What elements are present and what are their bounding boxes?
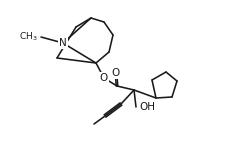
Text: N: N: [59, 38, 67, 48]
Text: CH$_3$: CH$_3$: [19, 31, 38, 43]
Text: OH: OH: [139, 102, 155, 112]
Text: O: O: [112, 68, 120, 78]
Text: O: O: [100, 73, 108, 83]
